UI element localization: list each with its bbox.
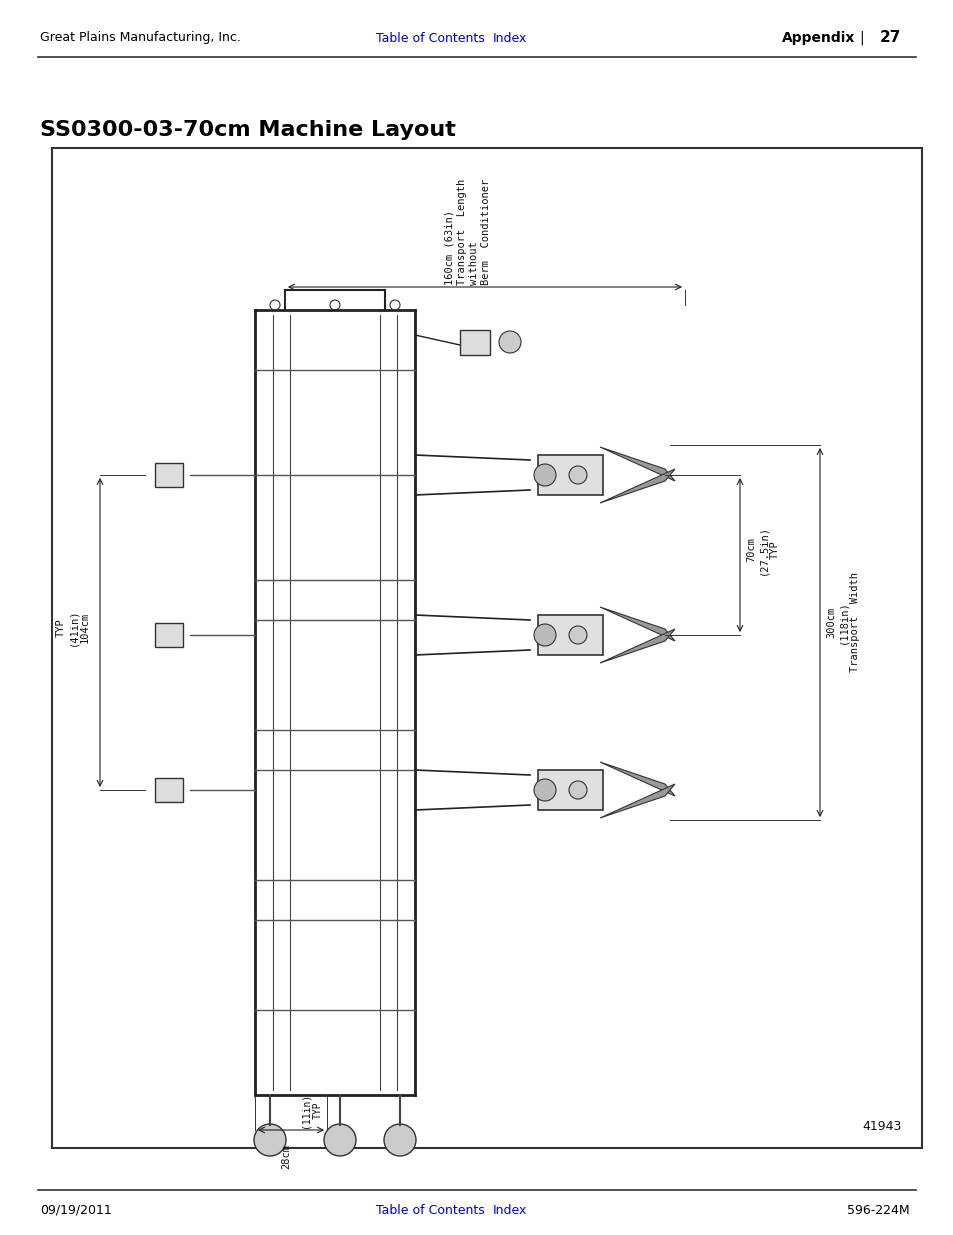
Text: Index: Index — [493, 32, 527, 44]
Bar — [154, 463, 183, 487]
Circle shape — [568, 626, 586, 643]
Text: SS0300-03-70cm Machine Layout: SS0300-03-70cm Machine Layout — [40, 120, 456, 140]
Bar — [537, 615, 602, 655]
Text: (27.5in): (27.5in) — [758, 525, 767, 576]
Text: 27: 27 — [879, 31, 901, 46]
Bar — [537, 454, 602, 495]
Text: Transport  Length: Transport Length — [456, 179, 467, 285]
Text: 41943: 41943 — [862, 1120, 901, 1132]
Bar — [154, 778, 183, 802]
Text: Transport  Width: Transport Width — [849, 573, 859, 673]
Circle shape — [534, 779, 556, 802]
Polygon shape — [599, 784, 675, 818]
Text: Berm  Conditioner: Berm Conditioner — [480, 179, 491, 285]
Text: Appendix: Appendix — [781, 31, 854, 44]
Text: 160cm (63in): 160cm (63in) — [444, 210, 455, 285]
Circle shape — [270, 300, 280, 310]
Text: TYP: TYP — [769, 541, 780, 559]
Circle shape — [390, 300, 399, 310]
Text: TYP: TYP — [313, 1102, 323, 1119]
Text: (41in): (41in) — [68, 609, 78, 646]
Polygon shape — [599, 606, 675, 641]
Text: (11in): (11in) — [301, 1093, 311, 1128]
Circle shape — [498, 331, 520, 353]
Text: Index: Index — [493, 1203, 527, 1216]
Polygon shape — [599, 629, 675, 663]
Text: 104cm: 104cm — [80, 611, 90, 643]
Text: 300cm: 300cm — [825, 606, 835, 638]
Circle shape — [568, 466, 586, 484]
Circle shape — [534, 464, 556, 487]
Circle shape — [253, 1124, 286, 1156]
Text: 70cm: 70cm — [745, 537, 755, 562]
Bar — [459, 330, 490, 354]
Bar — [537, 769, 602, 810]
Polygon shape — [599, 469, 675, 503]
Polygon shape — [599, 762, 675, 797]
Circle shape — [534, 624, 556, 646]
Text: Great Plains Manufacturing, Inc.: Great Plains Manufacturing, Inc. — [40, 32, 240, 44]
Text: 28cm: 28cm — [281, 1144, 291, 1170]
Bar — [52, 148, 921, 1149]
Text: 09/19/2011: 09/19/2011 — [40, 1203, 112, 1216]
Text: without: without — [469, 241, 478, 285]
Bar — [154, 622, 183, 647]
Text: 596-224M: 596-224M — [846, 1203, 909, 1216]
Circle shape — [330, 300, 339, 310]
Circle shape — [384, 1124, 416, 1156]
Circle shape — [568, 781, 586, 799]
Text: Table of Contents: Table of Contents — [375, 32, 484, 44]
Circle shape — [324, 1124, 355, 1156]
Text: TYP: TYP — [56, 619, 66, 637]
Text: (118in): (118in) — [837, 600, 847, 645]
Text: Table of Contents: Table of Contents — [375, 1203, 484, 1216]
Text: |: | — [859, 31, 863, 46]
Polygon shape — [599, 447, 675, 480]
